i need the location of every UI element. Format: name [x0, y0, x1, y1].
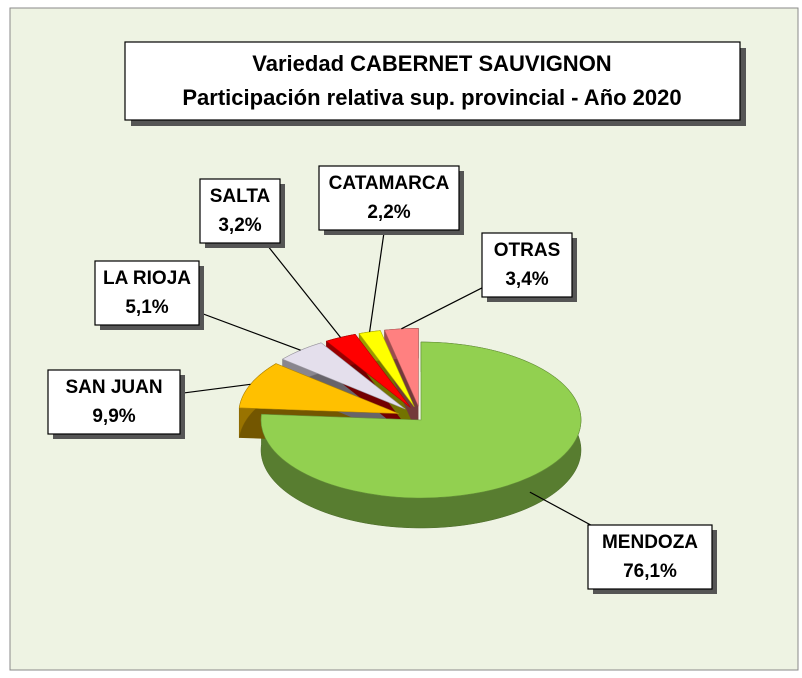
label-box: [94, 260, 200, 326]
label-box: [318, 165, 460, 231]
category-label: MENDOZA: [602, 532, 698, 553]
label-box: [47, 369, 181, 435]
label-box: [199, 178, 281, 244]
slice-tops: [238, 328, 582, 499]
chart-subtitle: Participación relativa sup. provincial -…: [182, 85, 681, 110]
value-label: 76,1%: [623, 561, 677, 582]
label-box: [587, 524, 713, 590]
category-label: SALTA: [210, 186, 271, 207]
category-label: CATAMARCA: [329, 173, 450, 194]
data-labels: MENDOZA 76,1% SAN JUAN 9,9% LA RIOJA 5,1% SALT…: [47, 165, 717, 594]
slice: [281, 342, 406, 410]
category-label: OTRAS: [494, 240, 561, 261]
title-box: [124, 41, 741, 121]
slice: [325, 333, 411, 408]
slice: [260, 341, 582, 499]
slice: [238, 363, 399, 414]
value-label: 5,1%: [125, 297, 168, 318]
value-label: 9,9%: [92, 406, 135, 427]
value-label: 3,2%: [218, 215, 261, 236]
slice: [358, 330, 415, 407]
label-box: [481, 232, 573, 298]
category-label: LA RIOJA: [103, 268, 191, 289]
value-label: 3,4%: [505, 269, 548, 290]
chart-title: Variedad CABERNET SAUVIGNON: [252, 51, 611, 76]
value-label: 2,2%: [367, 202, 410, 223]
category-label: SAN JUAN: [65, 377, 162, 398]
